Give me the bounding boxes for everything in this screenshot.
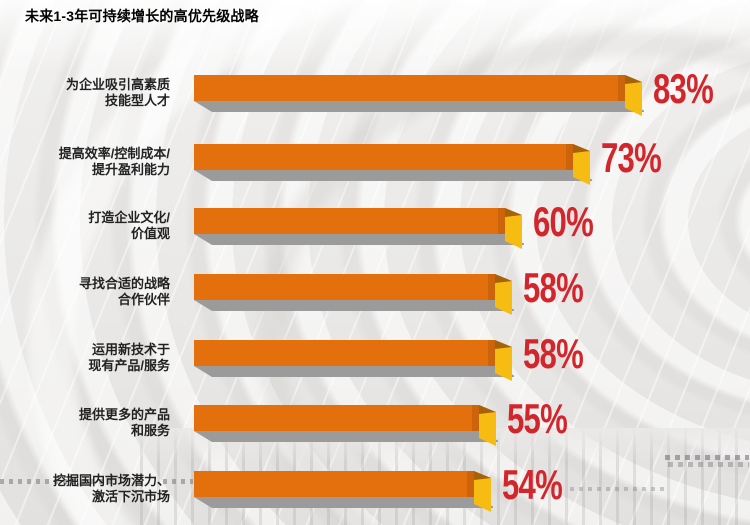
- bar-fill: [194, 471, 474, 497]
- bar-category-line: 为企业吸引高素质: [65, 77, 170, 92]
- bar-end-shade: [488, 340, 495, 366]
- bar-end-cap: [625, 75, 642, 116]
- bar-end-cap: [495, 274, 512, 315]
- bar-cap-top-face: [479, 405, 496, 414]
- bar-value-label: 60%: [533, 198, 594, 245]
- bar-category-label: 运用新技术于 现有产品/服务: [88, 342, 170, 374]
- bar-graphic: [194, 144, 592, 185]
- bar-shadow: [194, 101, 644, 112]
- bar-fill: [194, 274, 495, 300]
- bar-fill: [194, 340, 495, 366]
- bar-end-shade: [566, 144, 573, 170]
- bar-graphic: [194, 405, 498, 446]
- bar-fill: [194, 405, 479, 431]
- bar-cap-top-face: [474, 471, 491, 480]
- bar-fill: [194, 144, 573, 170]
- bar-fill: [194, 75, 625, 101]
- bar-shadow: [194, 497, 493, 508]
- bar-category-label: 打造企业文化/价值观: [88, 210, 170, 242]
- bar-category-label: 挖掘国内市场潜力、 激活下沉市场: [53, 473, 170, 505]
- bar-category-line: 合作伙伴: [117, 292, 170, 307]
- bar-graphic: [194, 471, 493, 512]
- bar-end-cap: [505, 208, 522, 249]
- bar-end-shade: [618, 75, 625, 101]
- bar-end-cap: [479, 405, 496, 446]
- bar-cap-top-face: [573, 144, 590, 153]
- bar-category-line: 价值观: [130, 226, 170, 241]
- bar-category-line: 打造企业文化/: [88, 210, 170, 225]
- bar-shadow: [194, 234, 524, 245]
- bar-category-line: 寻找合适的战略: [78, 276, 170, 291]
- bar-category-line: 运用新技术于: [91, 342, 170, 357]
- bar-shadow: [194, 170, 592, 181]
- bar-cap-top-face: [505, 208, 522, 217]
- bar-category-label: 为企业吸引高素质 技能型人才: [66, 77, 170, 109]
- bar-value-label: 58%: [523, 330, 584, 377]
- bar-category-line: 现有产品/服务: [88, 358, 170, 373]
- bar-value-label: 73%: [601, 134, 662, 181]
- bar-cap-top-face: [625, 75, 642, 84]
- bar-category-line: 挖掘国内市场潜力、: [52, 473, 170, 488]
- bar-shadow: [194, 366, 514, 377]
- bar-shadow: [194, 300, 514, 311]
- bar-value-label: 58%: [523, 264, 584, 311]
- bar-cap-top-face: [495, 274, 512, 283]
- bar-end-cap: [495, 340, 512, 381]
- photo-artifact: [665, 455, 749, 467]
- bar-graphic: [194, 75, 644, 116]
- bar-end-cap: [474, 471, 491, 512]
- bar-value-label: 54%: [502, 461, 563, 508]
- bar-category-line: 技能型人才: [104, 93, 170, 108]
- bar-end-shade: [472, 405, 479, 431]
- bar-value-label: 55%: [507, 395, 568, 442]
- bar-end-shade: [498, 208, 505, 234]
- bar-fill: [194, 208, 505, 234]
- bar-shadow: [194, 431, 498, 442]
- bar-category-line: 提高效率/控制成本/: [58, 146, 170, 161]
- bar-end-cap: [573, 144, 590, 185]
- bar-category-label: 提高效率/控制成本/提升盈利能力: [59, 146, 170, 178]
- bar-category-line: 提供更多的产品: [78, 407, 170, 422]
- bar-graphic: [194, 274, 514, 315]
- bar-category-line: 和服务: [130, 423, 170, 438]
- bar-value-label: 83%: [653, 65, 714, 112]
- bar-end-shade: [488, 274, 495, 300]
- bar-category-label: 提供更多的产品 和服务: [79, 407, 170, 439]
- chart-title: 未来1-3年可持续增长的高优先级战略: [25, 8, 259, 24]
- bar-category-line: 激活下沉市场: [91, 489, 170, 504]
- bar-end-shade: [467, 471, 474, 497]
- bar-cap-top-face: [495, 340, 512, 349]
- bar-graphic: [194, 208, 524, 249]
- bar-graphic: [194, 340, 514, 381]
- bar-category-line: 提升盈利能力: [91, 162, 170, 177]
- bar-category-label: 寻找合适的战略 合作伙伴: [79, 276, 170, 308]
- photo-artifact: [570, 487, 664, 491]
